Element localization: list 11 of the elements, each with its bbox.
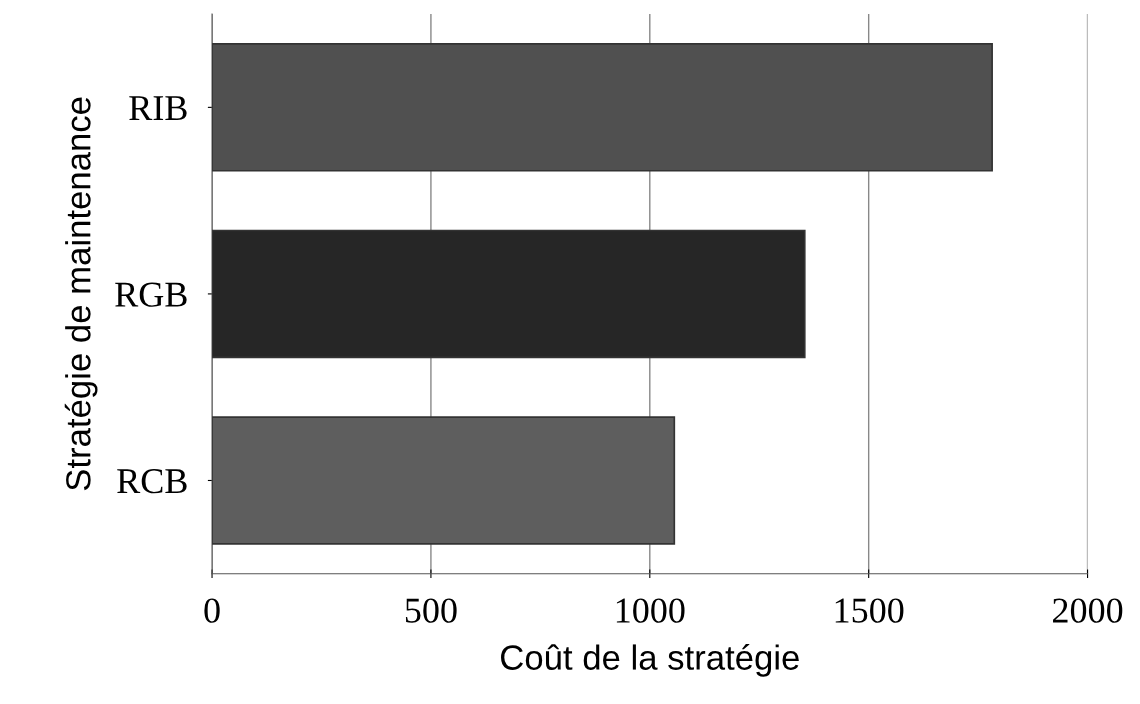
x-tick-label: 2000 [1053,598,1123,623]
y-tick-label: RCB [117,469,187,494]
x-tick-label: 500 [405,598,457,623]
x-tick-label: 0 [204,598,220,623]
y-tick-label: RGB [115,282,187,307]
x-tick-label: 1500 [835,598,904,623]
y-axis-title: Stratégie de maintenance [64,97,98,491]
x-tick-label: 1000 [616,598,685,623]
x-axis-title: Coût de la stratégie [501,644,799,677]
y-tick-label: RIB [129,96,187,120]
bar [212,229,806,359]
